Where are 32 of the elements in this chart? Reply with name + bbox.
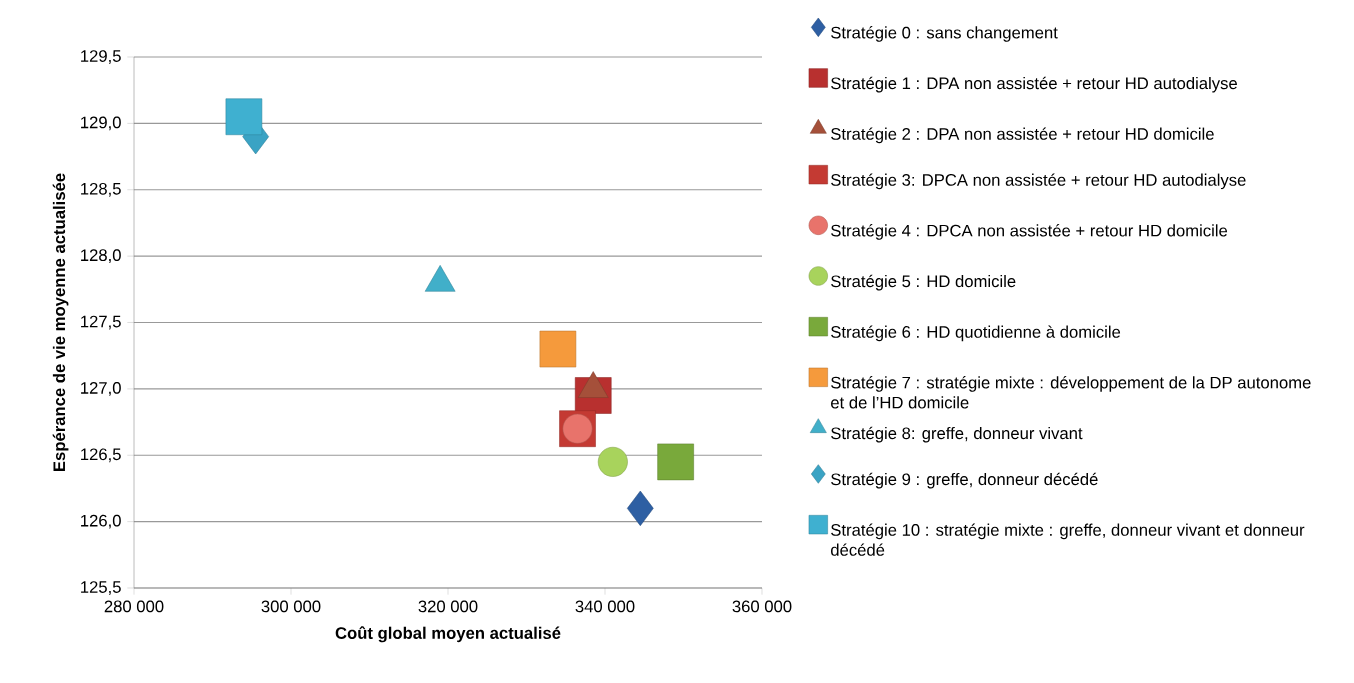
y-tick-label: 125,5 — [81, 581, 121, 595]
legend-label: Stratégie 0 : sans changement — [831, 26, 1058, 42]
legend-label: Stratégie 10 : stratégie mixte : greffe, donneur vivant et donneur décédé — [830, 523, 1305, 556]
point — [225, 98, 263, 136]
x-tick-label: 340 000 — [575, 600, 635, 613]
x-tick-label: 300 000 — [261, 600, 321, 613]
legend-label: Stratégie 5 : HD domicile — [831, 274, 1016, 291]
legend-label: Stratégie 4 : DPCA non assistée + retour HD domicile — [831, 224, 1228, 240]
y-tick-label: 126,0 — [81, 514, 121, 529]
y-tick-label: 127,0 — [81, 382, 121, 396]
legend-label: Stratégie 1 : DPA non assistée + retour HD autodialyse — [831, 76, 1237, 93]
legend-label: Stratégie 7 : stratégie mixte : développement de la DP autonome et de l’HD domicile — [831, 376, 1311, 409]
legend-label: Stratégie 8: greffe, donneur vivant — [831, 426, 1083, 443]
x-axis-title: Coût global moyen actualisé — [335, 626, 561, 643]
y-axis-title: Espérance de vie moyenne actualisée — [52, 173, 69, 472]
point — [539, 330, 577, 368]
y-tick-label: 126,5 — [81, 448, 121, 463]
x-tick-label: 320 000 — [418, 600, 478, 613]
y-tick-label: 129,5 — [81, 50, 121, 64]
legend-label: Stratégie 3: DPCA non assistée + retour HD autodialyse — [831, 173, 1246, 190]
legend-label: Stratégie 6 : HD quotidienne à domicile — [831, 325, 1121, 342]
y-tick-label: 128,5 — [81, 182, 121, 197]
legend-label: Stratégie 9 : greffe, donneur décédé — [831, 472, 1098, 489]
point — [657, 443, 694, 481]
legend-label: Stratégie 2 : DPA non assistée + retour HD domicile — [831, 127, 1214, 144]
x-tick-label: 280 000 — [104, 600, 164, 613]
point — [627, 490, 654, 526]
point — [597, 446, 628, 477]
y-tick-label: 127,5 — [81, 315, 121, 330]
x-tick-label: 360 000 — [732, 600, 792, 613]
y-tick-label: 128,0 — [81, 249, 121, 264]
y-tick-label: 129,0 — [81, 116, 121, 131]
